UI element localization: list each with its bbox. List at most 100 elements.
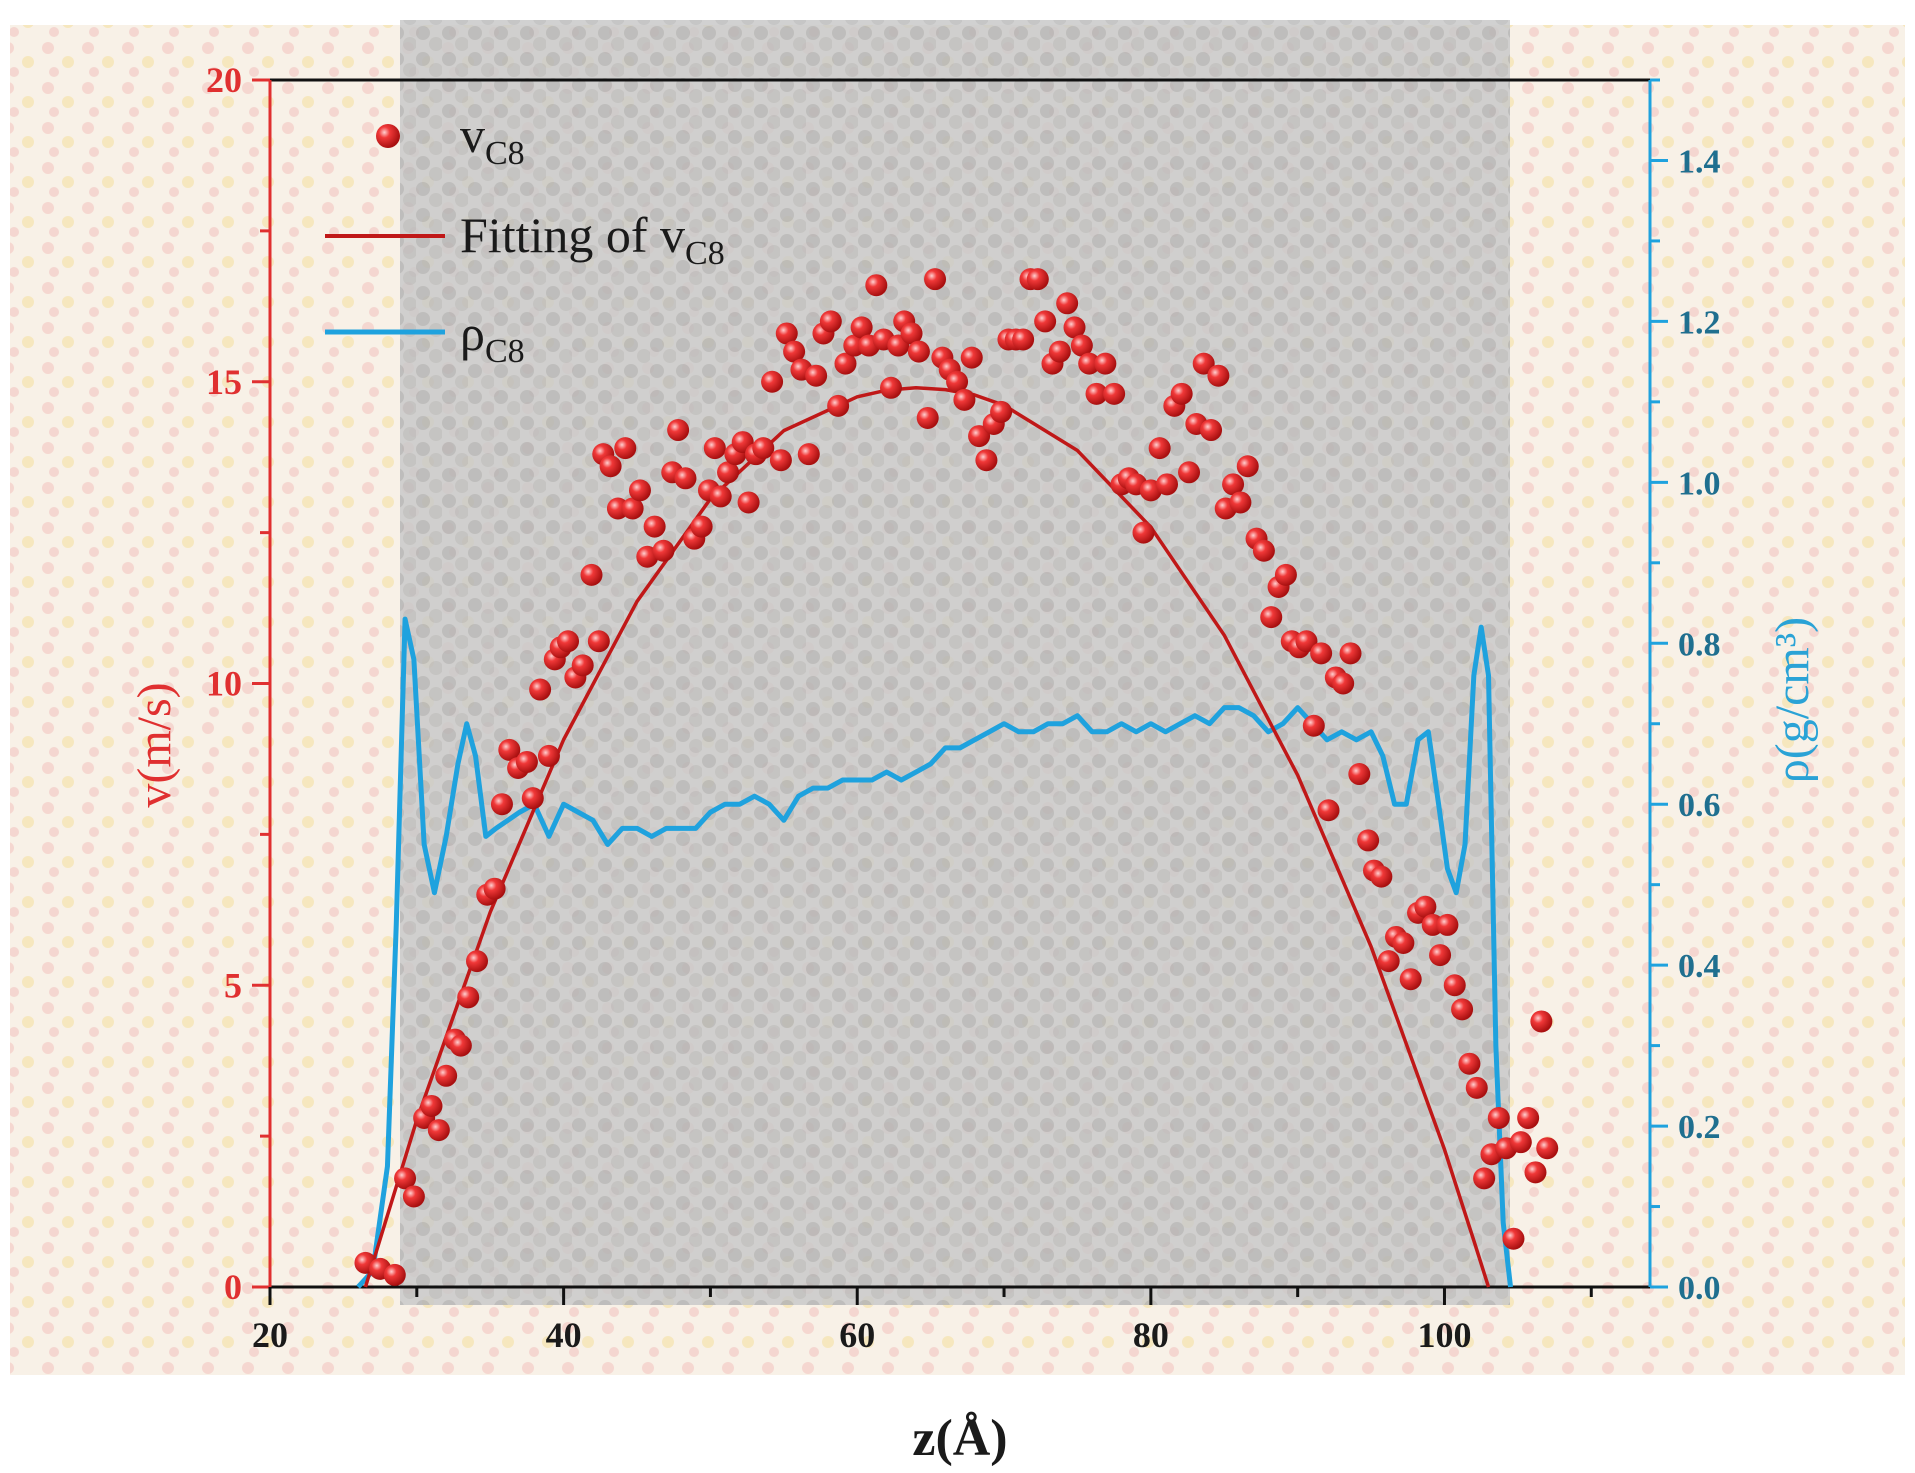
velocity-point	[703, 437, 726, 460]
y-axis-left-title: v(m/s)	[128, 682, 181, 807]
velocity-point	[783, 340, 806, 363]
velocity-point	[1260, 606, 1283, 629]
velocity-point	[834, 352, 857, 375]
velocity-point	[1148, 437, 1171, 460]
velocity-point	[1524, 1161, 1547, 1184]
velocity-point	[975, 449, 998, 472]
velocity-point	[990, 400, 1013, 423]
velocity-point	[717, 461, 740, 484]
velocity-point	[599, 455, 622, 478]
velocity-point	[1370, 865, 1393, 888]
velocity-point	[968, 425, 991, 448]
velocity-point	[427, 1119, 450, 1142]
velocity-point	[420, 1094, 443, 1117]
velocity-point	[769, 449, 792, 472]
y-right-tick-label: 0.6	[1678, 787, 1721, 824]
velocity-point	[621, 497, 644, 520]
velocity-point	[435, 1064, 458, 1087]
velocity-point	[490, 793, 513, 816]
right-axis: 0.0 0.2 0.4 0.6 0.8 1.0 1.2 1.4	[1650, 78, 1721, 1307]
velocity-point	[1502, 1227, 1525, 1250]
velocity-point	[907, 340, 930, 363]
y-left-tick-label: 15	[206, 362, 242, 402]
velocity-point	[1085, 382, 1108, 405]
velocity-point	[797, 443, 820, 466]
velocity-point	[1295, 630, 1318, 653]
velocity-point	[457, 986, 480, 1009]
fit-line	[363, 386, 1491, 1288]
velocity-point	[1536, 1137, 1559, 1160]
velocity-point	[1222, 473, 1245, 496]
velocity-point	[1530, 1010, 1553, 1033]
y-right-tick-label: 1.2	[1678, 304, 1721, 341]
velocity-point	[709, 485, 732, 508]
velocity-point	[880, 376, 902, 399]
velocity-point	[960, 346, 983, 369]
background-texture	[10, 20, 1905, 1375]
x-tick-label: 60	[839, 1315, 875, 1355]
legend-label-velocity: vC8	[460, 107, 525, 172]
velocity-point	[1012, 328, 1035, 351]
velocity-point	[690, 515, 713, 538]
velocity-point	[946, 370, 969, 393]
y-right-tick-label: 0.0	[1678, 1270, 1721, 1307]
velocity-point	[850, 316, 873, 339]
velocity-point	[1443, 974, 1466, 997]
velocity-point	[1302, 714, 1325, 737]
velocity-point	[1414, 895, 1437, 918]
left-axis: 0 5 10 15 20	[206, 60, 270, 1307]
velocity-point	[1192, 352, 1215, 375]
x-axis-title: z(Å)	[912, 1410, 1007, 1467]
y-right-tick-label: 0.4	[1678, 948, 1721, 985]
legend-marker-velocity	[376, 124, 400, 148]
velocity-point	[1357, 829, 1380, 852]
velocity-point	[1274, 563, 1297, 586]
velocity-point	[1229, 491, 1252, 514]
y-right-tick-label: 1.4	[1678, 143, 1721, 180]
velocity-point	[1026, 268, 1049, 291]
velocity-point	[916, 406, 939, 429]
velocity-point	[628, 479, 651, 502]
velocity-point	[1070, 334, 1093, 357]
legend-label-fit: Fitting of vC8	[460, 207, 725, 272]
velocity-point	[865, 274, 888, 297]
velocity-point	[667, 419, 690, 442]
velocity-point	[1317, 799, 1340, 822]
y-axis-right-title: ρ(g/cm³)	[1766, 617, 1819, 783]
velocity-point	[529, 678, 552, 701]
velocity-point	[1200, 419, 1223, 442]
velocity-point	[515, 750, 538, 773]
velocity-point	[1487, 1107, 1510, 1130]
legend-label-density: ρC8	[460, 305, 525, 370]
velocity-point	[521, 787, 544, 810]
velocity-point	[1392, 932, 1415, 955]
velocity-point	[1207, 364, 1230, 387]
y-right-tick-label: 1.0	[1678, 465, 1721, 502]
velocity-point	[643, 515, 666, 538]
velocity-point	[1034, 310, 1057, 333]
velocity-point	[1078, 352, 1101, 375]
y-right-tick-label: 0.2	[1678, 1109, 1721, 1146]
velocity-point	[761, 370, 784, 393]
velocity-point	[1399, 968, 1422, 991]
x-axis: 20 40 60 80 100	[252, 1287, 1593, 1355]
velocity-point	[466, 950, 488, 973]
velocity-point	[1170, 382, 1193, 405]
y-right-tick-label: 0.8	[1678, 626, 1721, 663]
velocity-point	[819, 310, 842, 333]
velocity-point	[737, 491, 760, 514]
velocity-point	[1458, 1052, 1481, 1075]
velocity-point	[1451, 998, 1474, 1021]
velocity-point	[900, 322, 923, 345]
y-left-tick-label: 20	[206, 60, 242, 100]
velocity-point	[1429, 944, 1452, 967]
velocity-point	[498, 738, 521, 761]
velocity-point	[1178, 461, 1201, 484]
y-left-tick-label: 10	[206, 664, 242, 704]
y-left-tick-label: 0	[224, 1267, 242, 1307]
velocity-point	[1517, 1107, 1540, 1130]
velocity-point	[1156, 473, 1178, 496]
x-tick-label: 80	[1133, 1315, 1169, 1355]
velocity-point	[1048, 340, 1071, 363]
x-tick-label: 20	[252, 1315, 288, 1355]
